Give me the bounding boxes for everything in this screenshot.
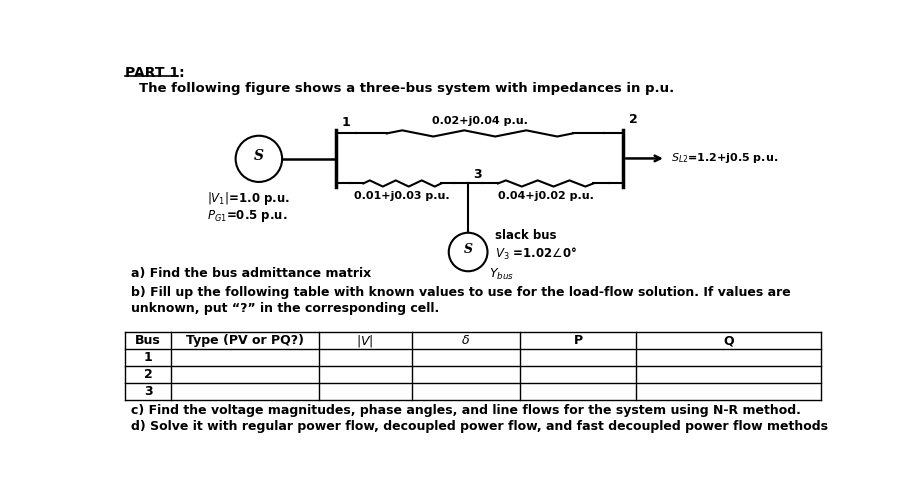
Text: 2: 2 <box>628 113 638 126</box>
Text: Bus: Bus <box>135 334 161 347</box>
Text: Type (PV or PQ?): Type (PV or PQ?) <box>186 334 304 347</box>
Text: a) Find the bus admittance matrix: a) Find the bus admittance matrix <box>131 267 376 280</box>
Text: 3: 3 <box>474 168 482 181</box>
Text: S: S <box>254 149 264 163</box>
Text: 0.02+j0.04 p.u.: 0.02+j0.04 p.u. <box>432 116 528 126</box>
Text: $\delta$: $\delta$ <box>461 334 470 347</box>
Text: c) Find the voltage magnitudes, phase angles, and line flows for the system usin: c) Find the voltage magnitudes, phase an… <box>131 404 801 417</box>
Text: d) Solve it with regular power flow, decoupled power flow, and fast decoupled po: d) Solve it with regular power flow, dec… <box>131 420 828 433</box>
Text: $Y_{bus}$: $Y_{bus}$ <box>489 267 514 282</box>
Text: slack bus: slack bus <box>495 228 557 242</box>
Text: 1: 1 <box>342 116 350 129</box>
Text: $S_{L2}$=1.2+j0.5 p.u.: $S_{L2}$=1.2+j0.5 p.u. <box>671 152 778 166</box>
Text: Q: Q <box>723 334 734 347</box>
Text: 3: 3 <box>144 385 152 398</box>
Text: unknown, put “?” in the corresponding cell.: unknown, put “?” in the corresponding ce… <box>131 302 439 315</box>
Text: $|V_1|$=1.0 p.u.: $|V_1|$=1.0 p.u. <box>207 190 290 207</box>
Text: 1: 1 <box>143 351 152 364</box>
Text: The following figure shows a three-bus system with impedances in p.u.: The following figure shows a three-bus s… <box>139 82 674 95</box>
Text: 0.01+j0.03 p.u.: 0.01+j0.03 p.u. <box>355 191 450 201</box>
Text: $P_{G1}$=0.5 p.u.: $P_{G1}$=0.5 p.u. <box>207 208 287 224</box>
Text: 2: 2 <box>143 368 152 381</box>
Text: $V_3$ =1.02$\angle$0°: $V_3$ =1.02$\angle$0° <box>495 246 578 262</box>
Text: S: S <box>464 243 472 256</box>
Text: 0.04+j0.02 p.u.: 0.04+j0.02 p.u. <box>498 191 593 201</box>
Text: b) Fill up the following table with known values to use for the load-flow soluti: b) Fill up the following table with know… <box>131 286 791 299</box>
Text: PART 1:: PART 1: <box>125 66 185 80</box>
Text: P: P <box>574 334 583 347</box>
Text: $|V|$: $|V|$ <box>357 333 373 349</box>
